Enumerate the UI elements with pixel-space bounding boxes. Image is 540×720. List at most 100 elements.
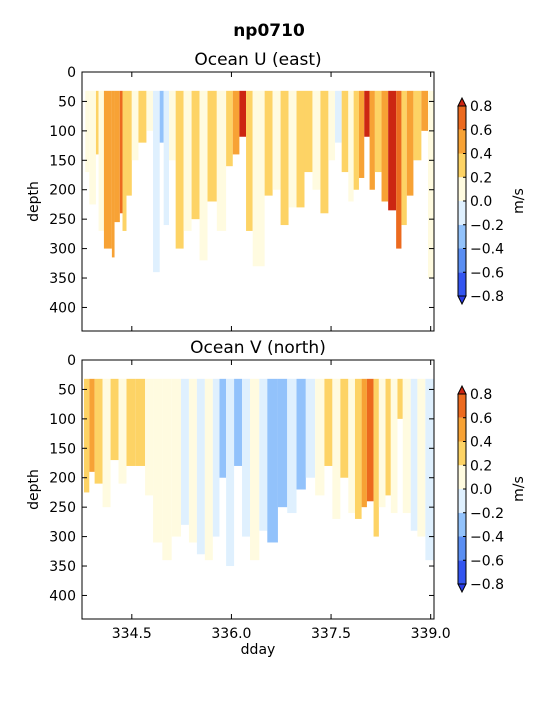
data-cell [315,378,325,496]
data-cell [373,378,379,537]
data-cell [98,90,104,231]
data-cell [272,90,281,190]
data-cell [348,378,355,514]
data-cell [353,90,359,190]
colorbar-tick-label: 0.4 [470,147,492,163]
colorbar-label: m/s [511,476,527,502]
x-axis-label: dday [241,642,276,658]
data-cell [138,90,147,143]
data-cell [328,90,336,161]
data-cell [246,90,253,231]
colorbar-tick-label: 0.2 [470,458,492,474]
data-cell [171,378,181,537]
data-cell [94,378,103,484]
colorbar-tick-label: 0.8 [470,387,492,403]
y-tick-label: 250 [49,500,76,516]
y-tick-label: 300 [49,242,76,258]
y-axis-label: depth [26,181,42,222]
colorbar-segment [458,177,466,201]
colorbar-tick-label: −0.2 [470,506,504,522]
data-cell [122,90,127,231]
data-cell [145,378,154,496]
data-cell [312,90,321,190]
data-cell [159,90,164,143]
data-cell [259,378,268,531]
data-cell [364,90,370,137]
data-cell [234,378,243,466]
x-tick-label: 334.5 [112,626,152,642]
data-cell [89,378,95,472]
data-cell [396,90,402,249]
y-tick-label: 350 [49,559,76,575]
x-tick-label: 337.5 [311,626,351,642]
data-cell [169,90,176,161]
data-cell [332,378,341,519]
data-cell [397,378,403,419]
data-cell [277,378,288,508]
data-cell [111,90,115,258]
colorbar-segment [458,560,466,584]
colorbar-tick-label: −0.4 [470,530,504,546]
y-tick-label: 0 [67,353,76,369]
y-tick-label: 400 [49,300,76,316]
y-tick-label: 100 [49,124,76,140]
data-cell [119,90,123,214]
data-cell [335,90,342,143]
colorbar-segment [458,201,466,225]
data-cell [196,378,205,555]
data-cell [388,90,397,211]
data-cell [212,378,220,537]
colorbar-tick-label: −0.6 [470,265,504,281]
data-cells [85,90,434,279]
data-cell [126,378,136,466]
colorbar-tick-label: 0.6 [470,411,492,427]
data-cell [153,378,163,543]
data-cell [146,90,154,131]
data-cell [110,378,119,461]
colorbar-segment [458,153,466,178]
data-cell [83,378,90,493]
colorbar-tick-label: 0.8 [470,99,492,115]
data-cell [348,90,354,202]
y-tick-label: 350 [49,271,76,287]
data-cell [162,378,172,561]
data-cell [183,90,192,231]
data-cell [366,378,374,502]
data-cell [425,378,434,561]
colorbar-tick-label: −0.4 [470,242,504,258]
y-tick-label: 200 [49,183,76,199]
colorbar-segment [458,489,466,513]
chart-panel-ocean-u: Ocean U (east) 0 50 100 150 200 250 300 350 400 de… [26,50,527,332]
data-cell [219,378,227,478]
data-cell [89,90,96,205]
colorbar-tick-label: 0.4 [470,435,492,451]
colorbar-label: m/s [511,188,527,214]
data-cell [191,90,200,220]
data-cell [135,378,146,466]
data-cell [153,90,160,273]
y-tick-label: 400 [49,588,76,604]
axes-frame [81,71,435,332]
data-cell [264,90,273,196]
data-cell [252,90,265,267]
data-cell [361,378,367,508]
data-cell [114,90,120,223]
y-tick-label: 50 [58,94,76,110]
data-cell [406,90,414,196]
data-cell [320,90,329,214]
colorbar-tick-label: −0.2 [470,218,504,234]
data-cells [83,378,434,567]
colorbar-segment [458,512,466,537]
x-tick-label: 336.0 [211,626,251,642]
data-cell [126,90,132,196]
colorbar-tick-label: −0.8 [470,577,504,593]
colorbar-segment [458,129,466,154]
colorbar-segment [458,394,466,418]
data-cell [358,90,365,178]
colorbar-segment [458,272,466,296]
data-cell [232,90,240,155]
data-cell [417,378,426,537]
data-cell [305,378,316,478]
data-cell [280,90,289,226]
